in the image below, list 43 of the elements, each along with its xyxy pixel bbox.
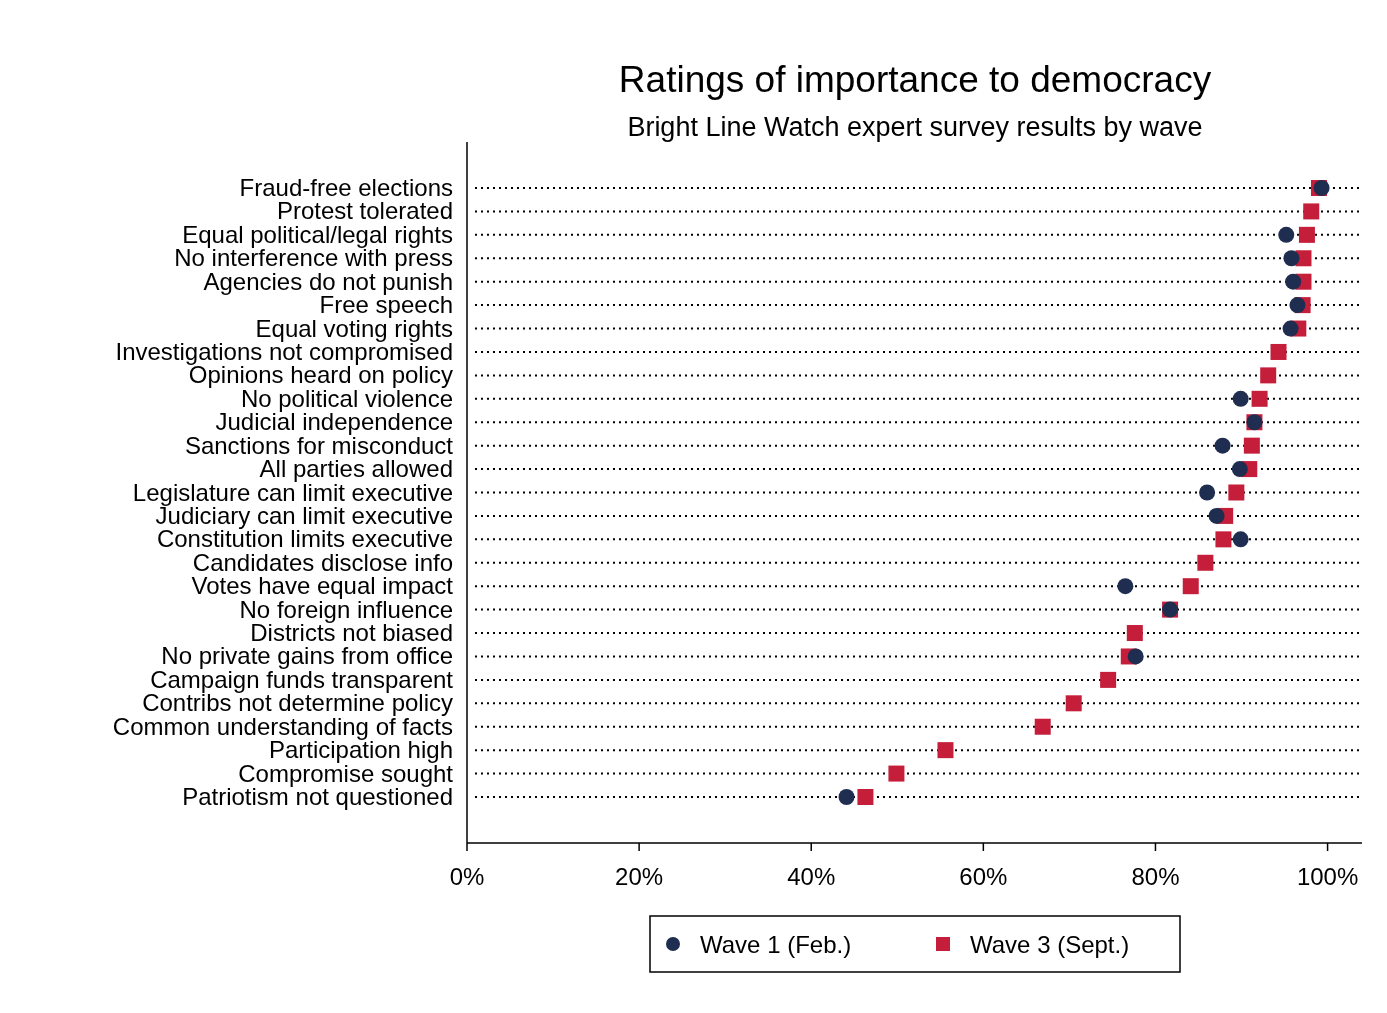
point xyxy=(1298,226,1315,243)
y-tick-label: All parties allowed xyxy=(259,455,453,483)
chart-title: Ratings of importance to democracy xyxy=(618,59,1212,100)
point xyxy=(1285,273,1302,290)
y-tick-label: No private gains from office xyxy=(161,642,453,670)
point xyxy=(1215,531,1232,548)
point xyxy=(1289,297,1306,314)
x-tick-label: 20% xyxy=(615,863,664,890)
point xyxy=(1197,554,1214,571)
legend-label: Wave 1 (Feb.) xyxy=(700,931,852,958)
point xyxy=(1243,437,1260,454)
x-tick-label: 40% xyxy=(787,863,836,890)
point xyxy=(857,789,874,805)
point xyxy=(1270,343,1287,360)
point xyxy=(1251,390,1268,407)
x-tick-label: 80% xyxy=(1131,863,1180,890)
point xyxy=(1208,507,1225,524)
point xyxy=(838,789,855,805)
x-tick-label: 100% xyxy=(1296,863,1359,890)
point xyxy=(1282,320,1299,337)
point xyxy=(1303,203,1320,220)
chart-subtitle: Bright Line Watch expert survey results by wave xyxy=(627,112,1203,142)
point xyxy=(1182,578,1199,595)
point xyxy=(1126,625,1143,642)
point xyxy=(1232,390,1249,407)
point xyxy=(1283,250,1300,267)
point xyxy=(1228,484,1245,501)
legend-label: Wave 3 (Sept.) xyxy=(970,931,1130,958)
point xyxy=(1117,578,1134,595)
point xyxy=(1260,367,1277,384)
x-tick-label: 0% xyxy=(449,863,485,890)
x-tick-label: 60% xyxy=(959,863,1008,890)
point xyxy=(1100,671,1117,688)
point xyxy=(888,765,905,782)
point xyxy=(1065,695,1082,712)
point xyxy=(1199,484,1216,501)
point xyxy=(1232,531,1249,548)
point xyxy=(937,742,954,759)
point xyxy=(1127,648,1144,665)
point xyxy=(1034,718,1051,735)
point xyxy=(1278,226,1295,243)
point xyxy=(1231,461,1248,478)
point xyxy=(1214,437,1231,454)
